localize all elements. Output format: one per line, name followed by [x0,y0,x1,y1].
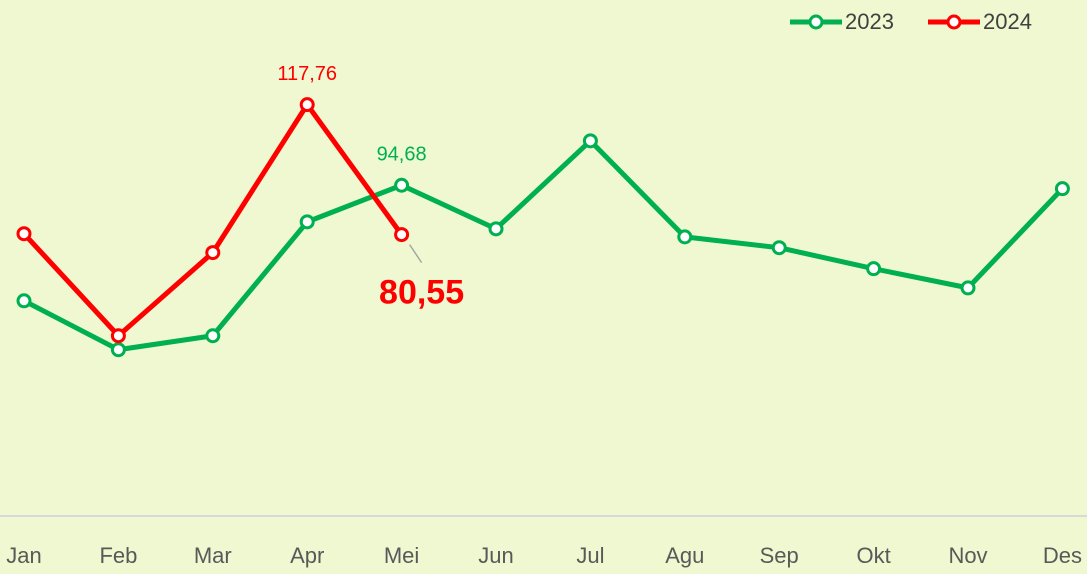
point [205,328,221,344]
x-tick-label: Jan [6,543,41,568]
point [771,240,787,256]
point [488,221,504,237]
point [205,245,221,261]
x-tick-label: Apr [290,543,324,568]
point [394,227,410,243]
series-line [22,138,1065,353]
x-tick-label: Des [1043,543,1082,568]
data-label: 117,76 [277,63,337,85]
x-tick-label: Nov [948,543,987,568]
x-tick-label: Sep [760,543,799,568]
data-label: 94,68 [377,144,427,166]
x-tick-label: Mei [384,543,419,568]
point [677,229,693,245]
x-tick-label: Jun [478,543,513,568]
point [582,133,598,149]
point [110,328,126,344]
point [299,214,315,230]
legend-marker [808,14,824,30]
point [110,342,126,358]
x-tick-label: Okt [856,543,890,568]
point [1054,181,1070,197]
legend-label: 2024 [983,9,1032,34]
x-tick-label: Agu [665,543,704,568]
x-tick-label: Mar [194,543,232,568]
legend-label: 2023 [845,9,894,34]
point [394,177,410,193]
leader-line [408,244,423,264]
x-tick-label: Feb [99,543,137,568]
data-label: 80,55 [379,274,464,312]
point [16,293,32,309]
legend-marker [946,14,962,30]
point [299,97,315,113]
x-tick-label: Jul [576,543,604,568]
point [866,261,882,277]
point [16,226,32,242]
point [960,280,976,296]
